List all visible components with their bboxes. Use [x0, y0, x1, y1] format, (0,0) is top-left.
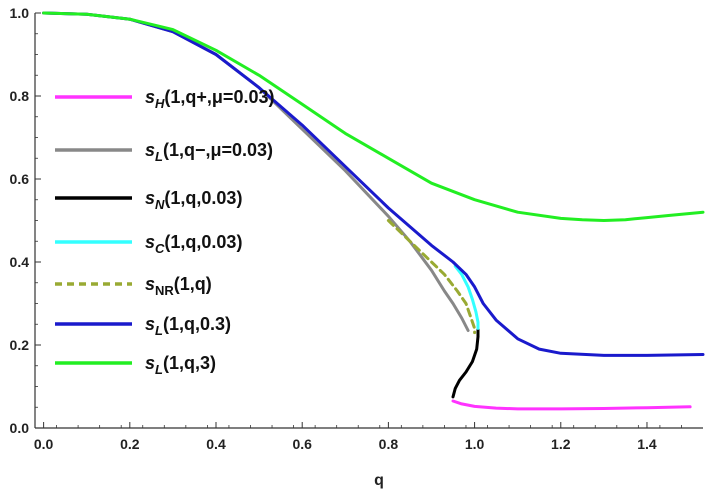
- legend-label-4: sC(1,q,0.03): [145, 232, 242, 256]
- legend-args: (1,q,0.03): [164, 232, 242, 252]
- legend-subscript: H: [155, 96, 165, 111]
- legend-args: (1,q): [174, 274, 212, 294]
- legend-subscript: N: [155, 197, 165, 212]
- x-tick-label: 0.0: [34, 436, 54, 452]
- x-axis-label: q: [374, 472, 384, 489]
- x-tick-label: 1.4: [637, 436, 657, 452]
- chart-axes: 0.0 0.2 0.4 0.6 0.8 1.0 1.2 1.4 0.0 0.2 0.4 0.6 0.8 1…: [10, 5, 703, 452]
- legend-label-3: sN(1,q,0.03): [145, 188, 242, 212]
- legend-symbol: s: [145, 232, 155, 252]
- x-tick-label: 0.4: [206, 436, 226, 452]
- legend-label-5: sNR(1,q): [145, 274, 212, 298]
- legend-label-2: sL(1,q−,μ=0.03): [145, 140, 273, 164]
- x-tick-label: 0.2: [120, 436, 140, 452]
- legend-symbol: s: [145, 274, 155, 294]
- legend-subscript: L: [155, 149, 163, 164]
- legend-label-6: sL(1,q,0.3): [145, 314, 231, 338]
- legend-args: (1,q+,μ=0.03): [164, 87, 274, 107]
- legend-label-1: sH(1,q+,μ=0.03): [145, 87, 274, 111]
- legend-symbol: s: [145, 140, 155, 160]
- y-tick-label: 0.0: [10, 420, 30, 436]
- legend-symbol: s: [145, 353, 155, 373]
- legend-args: (1,q,3): [163, 353, 216, 373]
- legend-subscript: L: [155, 362, 163, 377]
- legend-label-7: sL(1,q,3): [145, 353, 216, 377]
- chart-legend: sH(1,q+,μ=0.03)sL(1,q−,μ=0.03)sN(1,q,0.0…: [55, 87, 274, 377]
- legend-subscript: L: [155, 323, 163, 338]
- legend-args: (1,q,0.3): [163, 314, 231, 334]
- series-line-1: [451, 399, 692, 411]
- series-line-6: [42, 11, 705, 357]
- legend-symbol: s: [145, 314, 155, 334]
- x-tick-label: 1.2: [551, 436, 571, 452]
- series-line-3: [451, 326, 480, 399]
- legend-subscript: C: [155, 241, 165, 256]
- y-tick-label: 0.8: [10, 88, 30, 104]
- chart-series: [42, 11, 705, 411]
- series-line-4: [453, 264, 480, 330]
- series-line-5: [386, 219, 477, 335]
- y-tick-label: 1.0: [10, 5, 30, 21]
- legend-args: (1,q−,μ=0.03): [163, 140, 273, 160]
- y-tick-label: 0.4: [10, 254, 30, 270]
- legend-symbol: s: [145, 188, 155, 208]
- y-tick-label: 0.6: [10, 171, 30, 187]
- series-line-7: [42, 11, 705, 222]
- legend-subscript: NR: [155, 283, 174, 298]
- legend-symbol: s: [145, 87, 155, 107]
- x-tick-label: 1.0: [465, 436, 485, 452]
- x-tick-label: 0.8: [379, 436, 399, 452]
- legend-args: (1,q,0.03): [164, 188, 242, 208]
- x-tick-label: 0.6: [292, 436, 312, 452]
- y-tick-label: 0.2: [10, 337, 30, 353]
